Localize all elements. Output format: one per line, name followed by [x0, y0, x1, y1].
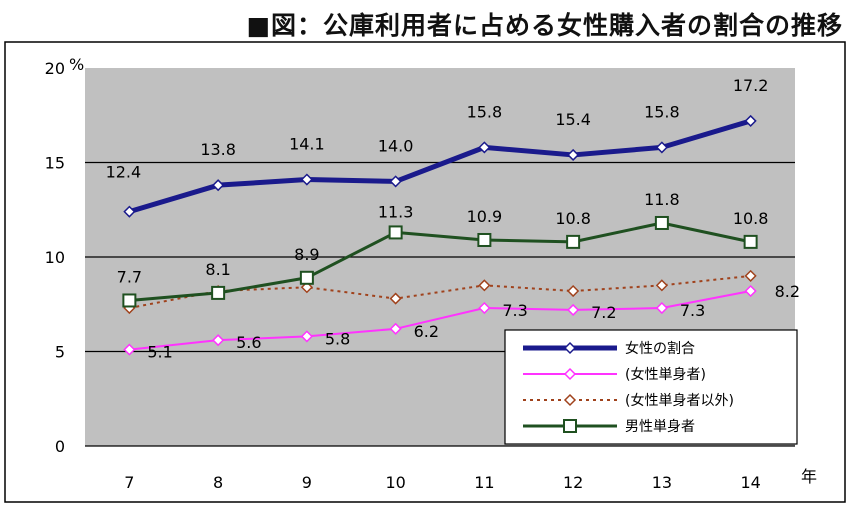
series-line	[128, 118, 752, 215]
data-label: 10.9	[467, 207, 503, 226]
data-label: 7.2	[591, 303, 616, 322]
chart-title: ■図：公庫利用者に占める女性購入者の割合の推移	[246, 11, 843, 40]
data-label: 7.3	[680, 301, 705, 320]
data-point-marker	[211, 285, 226, 300]
data-point-marker	[744, 114, 757, 127]
data-point-marker	[567, 303, 580, 316]
data-point-marker	[478, 141, 491, 154]
data-point-marker	[212, 334, 225, 347]
data-point-marker	[478, 279, 491, 292]
x-tick-label: 8	[213, 473, 223, 492]
legend-marker	[563, 419, 577, 433]
data-point-marker	[299, 270, 314, 285]
legend-marker	[563, 367, 577, 381]
data-label: 7.3	[502, 301, 527, 320]
legend-marker	[563, 393, 577, 407]
data-label: 6.2	[414, 322, 439, 341]
y-tick-label: 15	[45, 154, 65, 173]
data-point-marker	[567, 284, 580, 298]
x-tick-label: 7	[124, 473, 134, 492]
data-point-marker	[212, 179, 225, 192]
data-label: 13.8	[200, 140, 236, 159]
data-point-marker	[389, 292, 402, 305]
data-point-marker	[478, 301, 491, 315]
y-tick-label: 5	[55, 343, 65, 362]
data-point-marker	[389, 175, 402, 188]
data-label: 8.1	[205, 260, 230, 279]
data-label: 15.8	[644, 102, 680, 121]
legend-label: 女性の割合	[625, 340, 695, 357]
data-point-marker	[743, 234, 758, 249]
x-tick-label: 14	[740, 473, 760, 492]
data-point-marker	[744, 269, 757, 282]
data-point-marker	[566, 234, 581, 249]
data-label: 5.8	[325, 329, 350, 348]
series-3	[122, 215, 758, 308]
data-label: 17.2	[733, 76, 769, 95]
x-axis-unit-label: 年	[801, 467, 817, 486]
legend-label: (女性単身者)	[625, 366, 706, 383]
y-axis: 0 5 10 15 20	[45, 59, 795, 456]
data-label: 14.0	[378, 136, 414, 155]
data-point-marker	[388, 225, 403, 240]
y-axis-unit-label: %	[69, 55, 84, 74]
data-label: 14.1	[289, 135, 325, 154]
legend-label: 男性単身者	[625, 419, 695, 435]
x-tick-label: 9	[302, 473, 312, 492]
series-group	[122, 114, 758, 356]
x-tick-label: 13	[652, 473, 672, 492]
data-label: 11.8	[644, 190, 680, 209]
data-label: 5.1	[147, 343, 172, 362]
series-1	[123, 284, 757, 356]
data-point-marker	[655, 141, 668, 154]
data-point-marker	[123, 343, 136, 356]
data-point-marker	[744, 284, 757, 298]
data-point-marker	[300, 173, 313, 186]
y-tick-label: 0	[55, 437, 65, 456]
series-line	[129, 221, 751, 302]
x-tick-label: 12	[563, 473, 583, 492]
data-label: 15.8	[467, 102, 503, 121]
x-tick-label: 11	[474, 473, 494, 492]
x-tick-label: 10	[385, 473, 405, 492]
data-label: 15.4	[555, 110, 591, 129]
legend-label: (女性単身者以外)	[625, 392, 734, 409]
data-label: 8.2	[775, 282, 800, 301]
legend: 女性の割合 (女性単身者) (女性単身者以外) 男性単身者	[504, 329, 798, 445]
data-point-marker	[122, 293, 137, 308]
data-point-marker	[477, 232, 492, 247]
data-point-marker	[389, 322, 402, 335]
y-tick-label: 20	[45, 59, 65, 78]
series-0	[123, 114, 757, 218]
data-point-marker	[654, 215, 669, 230]
data-label: 7.7	[117, 267, 142, 286]
data-label: 5.6	[236, 333, 261, 352]
series-line	[129, 290, 751, 351]
data-point-marker	[655, 301, 668, 315]
data-point-marker	[123, 205, 136, 218]
x-axis: 7 8 9 10 11 12 13 14	[124, 473, 761, 492]
y-tick-label: 10	[45, 248, 65, 267]
data-point-marker	[655, 279, 668, 292]
legend-marker	[563, 341, 577, 355]
data-point-marker	[567, 148, 580, 162]
data-label: 8.9	[294, 245, 319, 264]
data-label: 12.4	[106, 163, 142, 182]
data-labels: 12.4 13.8 14.1 14.0 15.8 15.4 15.8 17.2 7.7 8.1 8.…	[106, 76, 801, 362]
data-label: 11.3	[378, 202, 414, 221]
data-label: 10.8	[555, 209, 591, 228]
data-label: 10.8	[733, 209, 769, 228]
data-point-marker	[300, 330, 313, 343]
